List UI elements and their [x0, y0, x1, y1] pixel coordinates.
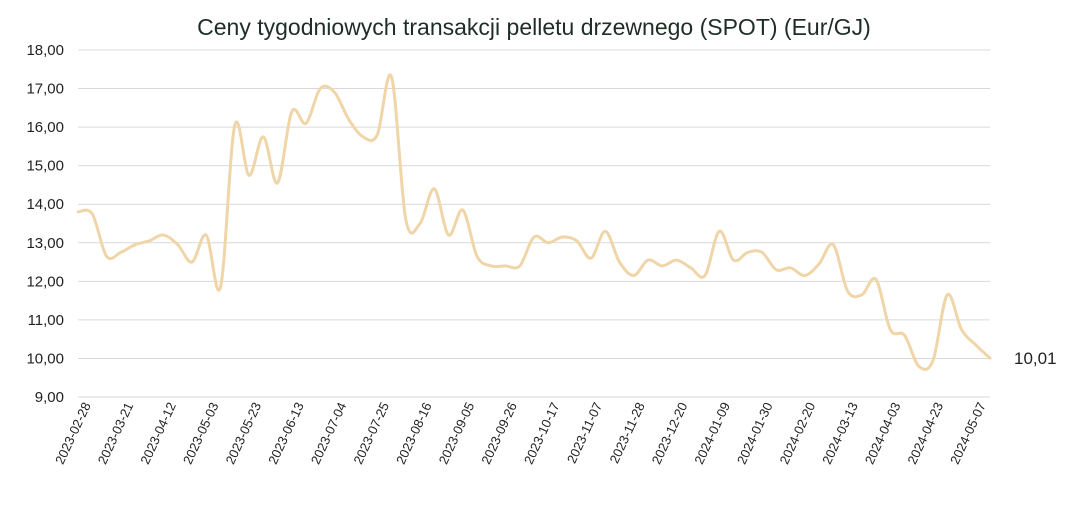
x-tick-label: 2023-02-28	[52, 400, 94, 467]
y-tick-label: 18,00	[26, 42, 64, 59]
y-tick-label: 14,00	[26, 196, 64, 213]
x-tick-label: 2023-06-13	[265, 400, 307, 467]
x-tick-label: 2023-07-25	[350, 400, 392, 467]
x-tick-label: 2023-09-26	[478, 400, 520, 467]
x-tick-label: 2024-04-23	[904, 400, 946, 467]
y-tick-label: 15,00	[26, 158, 64, 175]
x-tick-label: 2023-07-04	[308, 400, 350, 467]
x-tick-label: 2023-08-16	[393, 400, 435, 467]
y-tick-label: 16,00	[26, 119, 64, 136]
x-tick-label: 2023-10-17	[521, 400, 563, 467]
x-tick-label: 2024-02-20	[777, 400, 819, 467]
series-line	[76, 73, 992, 371]
gridlines	[78, 49, 990, 398]
x-tick-label: 2023-05-23	[222, 400, 264, 467]
y-tick-label: 13,00	[26, 235, 64, 252]
x-tick-label: 2023-04-12	[137, 400, 179, 467]
x-tick-label: 2024-01-09	[691, 400, 733, 467]
x-tick-label: 2023-11-07	[564, 400, 605, 466]
y-tick-label: 10,00	[26, 350, 64, 367]
x-tick-label: 2024-04-03	[862, 400, 904, 467]
y-tick-label: 12,00	[26, 273, 64, 290]
x-tick-label: 2023-12-20	[649, 400, 691, 467]
x-tick-label: 2024-01-30	[734, 400, 776, 467]
x-tick-label: 2024-05-07	[947, 400, 989, 467]
end-value-label: 10,01	[1014, 349, 1057, 368]
x-axis-ticks: 2023-02-28 2023-03-21 2023-04-12 2023-05-03…	[52, 400, 989, 467]
x-tick-label: 2023-03-21	[95, 400, 137, 467]
y-tick-label: 11,00	[28, 312, 64, 329]
y-tick-label: 9,00	[35, 389, 64, 406]
y-axis-ticks: 9,00 10,00 11,00 12,00 13,00 14,00 15,00 16,00 1…	[26, 42, 64, 406]
y-tick-label: 17,00	[26, 81, 64, 98]
x-tick-label: 2023-09-05	[436, 400, 478, 467]
chart-title: Ceny tygodniowych transakcji pelletu drz…	[197, 14, 871, 40]
x-tick-label: 2024-03-13	[819, 400, 861, 467]
x-tick-label: 2023-05-03	[180, 400, 222, 467]
data-labels: 10,01	[1014, 349, 1057, 368]
x-tick-label: 2023-11-28	[606, 400, 647, 466]
series-lines	[76, 73, 992, 371]
